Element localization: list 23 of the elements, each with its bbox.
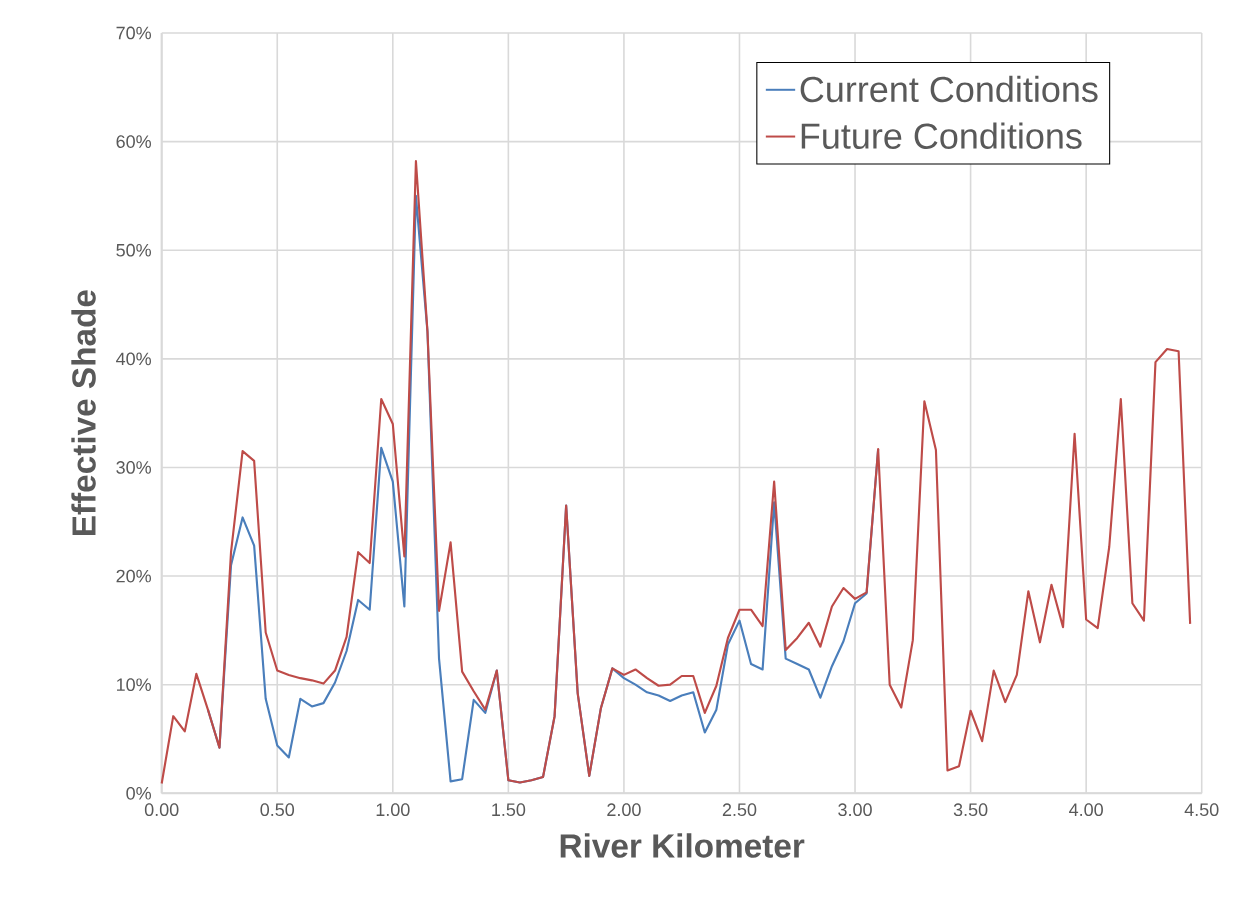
x-tick-label: 2.50 — [722, 803, 757, 817]
legend-label: Future Conditions — [801, 122, 1082, 149]
legend-label: Current Conditions — [800, 75, 1098, 103]
y-tick-label: 0% — [126, 786, 152, 800]
y-tick-label: 30% — [116, 461, 152, 474]
y-tick-label: 70% — [116, 26, 152, 40]
x-axis-title: River Kilometer — [560, 833, 805, 858]
x-tick-label: 4.50 — [1184, 803, 1219, 817]
line-series — [160, 160, 1192, 785]
x-tick-label: 3.00 — [838, 803, 872, 817]
x-tick-label: 0.00 — [144, 803, 179, 817]
x-tick-label: 1.50 — [492, 803, 526, 817]
y-axis-title: Effective Shade — [71, 290, 96, 536]
x-tick-label: 0.50 — [260, 803, 295, 817]
y-tick-label: 20% — [116, 569, 152, 583]
x-tick-label: 2.00 — [607, 803, 641, 817]
x-tick-label: 1.00 — [376, 803, 410, 817]
y-tick-label: 10% — [117, 678, 152, 692]
y-tick-label: 40% — [116, 352, 152, 366]
y-tick-label: 60% — [116, 135, 152, 148]
y-tick-label: 50% — [116, 243, 152, 257]
x-tick-label: 4.00 — [1069, 803, 1103, 817]
x-tick-label: 3.50 — [953, 803, 988, 817]
